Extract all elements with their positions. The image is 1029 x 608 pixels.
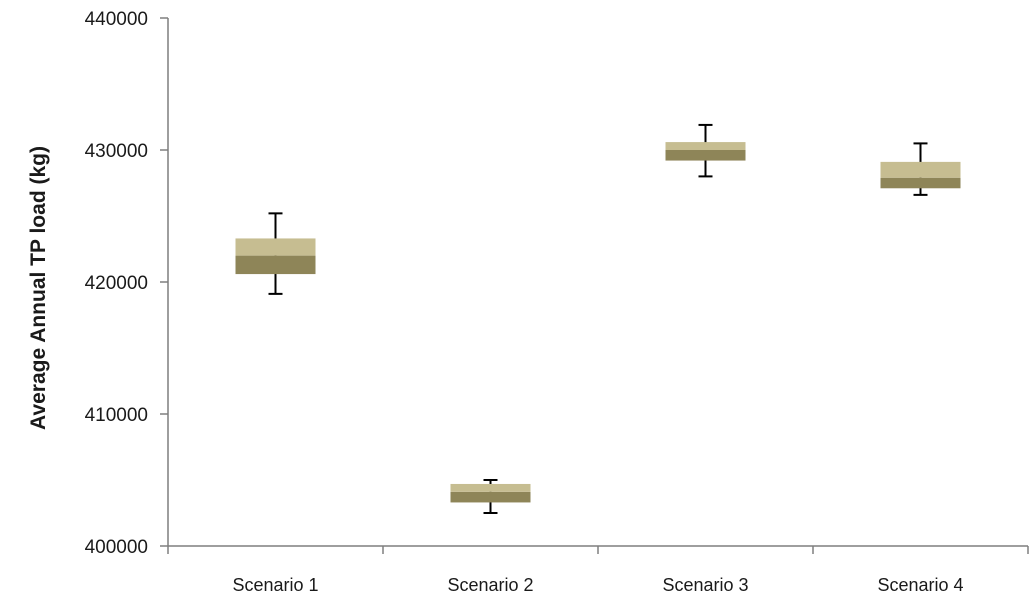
axes-layer <box>167 18 1028 547</box>
box-lower-half <box>665 150 746 161</box>
box-4 <box>880 142 961 196</box>
x-tick-label: Scenario 3 <box>662 575 748 595</box>
y-axis-title: Average Annual TP load (kg) <box>27 146 50 430</box>
y-tick-label: 420000 <box>85 273 148 294</box>
box-upper-half <box>665 142 746 150</box>
x-tick-label: Scenario 1 <box>232 575 318 595</box>
box-lower-half <box>880 177 961 189</box>
box-2 <box>450 479 531 514</box>
box-upper-half <box>880 161 961 178</box>
box-lower-half <box>235 255 316 275</box>
box-1 <box>235 212 316 295</box>
y-tick-label: 440000 <box>85 9 148 30</box>
y-tick-label: 400000 <box>85 537 148 558</box>
y-tick-label: 410000 <box>85 405 148 426</box>
y-ticks: 400000 410000 420000 430000 440000 <box>85 9 168 558</box>
box-lower-half <box>450 491 531 503</box>
box-upper-half <box>235 238 316 256</box>
boxes-layer <box>235 123 961 514</box>
y-tick-label: 430000 <box>85 141 148 162</box>
box-upper-half <box>450 483 531 492</box>
x-ticks: Scenario 1 Scenario 2 Scenario 3 Scenario 4 <box>167 546 1029 595</box>
x-tick-label: Scenario 2 <box>447 575 533 595</box>
box-3 <box>665 123 746 178</box>
x-tick-label: Scenario 4 <box>877 575 963 595</box>
